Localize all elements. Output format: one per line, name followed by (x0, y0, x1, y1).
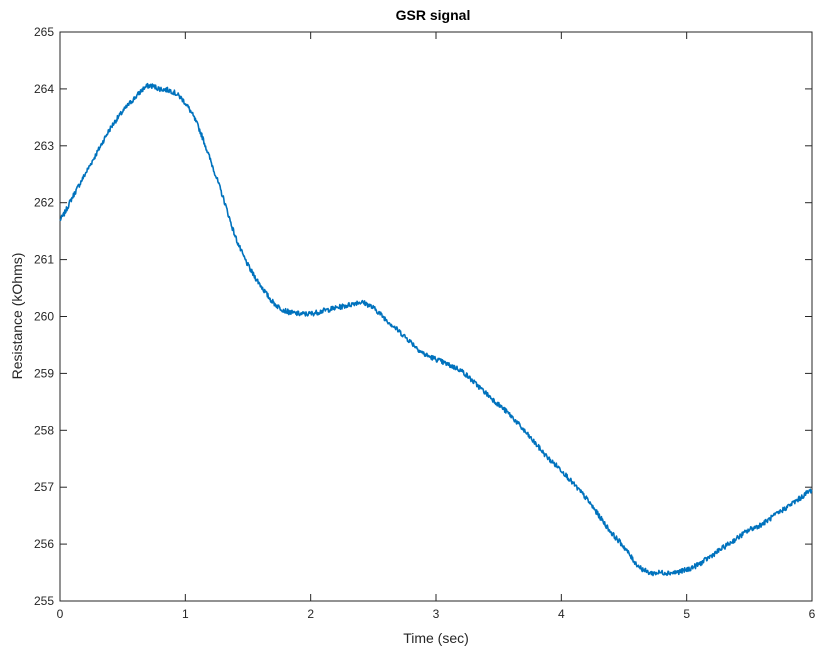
x-tick-label: 4 (558, 607, 565, 621)
series-line (59, 82, 813, 577)
x-tick-label: 0 (57, 607, 64, 621)
y-tick-label: 260 (34, 310, 54, 324)
y-tick-label: 259 (34, 366, 54, 380)
y-axis-label: Resistance (kOhms) (9, 253, 25, 380)
y-tick-label: 258 (34, 423, 54, 437)
y-axis-ticks: 255 256 257 258 259 260 261 262 263 264 265 (34, 25, 812, 608)
chart-title: GSR signal (396, 7, 471, 23)
y-tick-label: 257 (34, 480, 54, 494)
x-tick-label: 6 (809, 607, 816, 621)
x-tick-label: 2 (307, 607, 314, 621)
y-tick-label: 262 (34, 196, 54, 210)
y-tick-label: 255 (34, 594, 54, 608)
y-tick-label: 261 (34, 253, 54, 267)
y-tick-label: 265 (34, 25, 54, 39)
x-tick-label: 1 (182, 607, 189, 621)
y-tick-label: 256 (34, 537, 54, 551)
y-tick-label: 263 (34, 139, 54, 153)
x-tick-label: 3 (433, 607, 440, 621)
x-tick-label: 5 (683, 607, 690, 621)
x-axis-label: Time (sec) (403, 630, 469, 646)
x-axis-ticks: 0 1 2 3 4 5 6 (57, 32, 816, 621)
plot-area (59, 31, 813, 602)
y-tick-label: 264 (34, 82, 54, 96)
